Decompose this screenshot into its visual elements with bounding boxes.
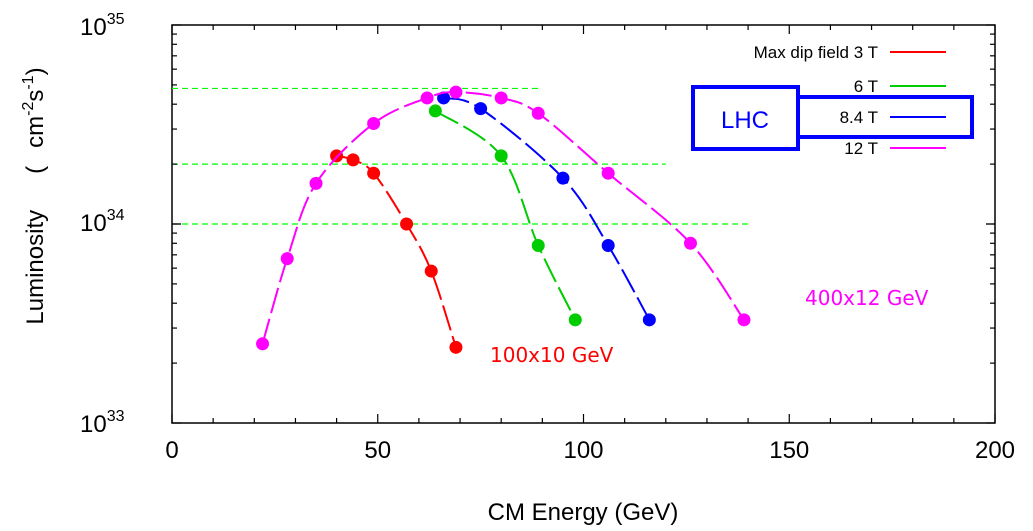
- legend-label-6t: 6 T: [854, 77, 878, 96]
- data-point-series-3: [256, 337, 270, 351]
- data-point-series-3: [494, 91, 508, 105]
- x-ticks: [171, 25, 996, 423]
- data-point-series-3: [367, 116, 381, 130]
- data-point-series-0: [449, 340, 463, 354]
- reference-lines: [172, 87, 749, 225]
- data-point-series-3: [449, 85, 463, 99]
- data-point-series-3: [420, 91, 434, 105]
- y-ticks: [172, 24, 995, 424]
- data-point-series-0: [367, 166, 381, 180]
- data-point-series-1: [494, 149, 508, 163]
- x-tick-label: 50: [364, 437, 391, 464]
- data-point-series-1: [428, 104, 442, 118]
- legend-label-8-4t: 8.4 T: [840, 108, 878, 127]
- series-line-2: [443, 96, 651, 321]
- data-point-series-2: [556, 171, 570, 185]
- annotation-100x10: 100x10 GeV: [490, 343, 614, 367]
- data-point-series-0: [346, 153, 360, 167]
- data-point-series-0: [424, 264, 438, 278]
- data-point-series-3: [280, 252, 294, 266]
- series-line-1: [434, 110, 577, 321]
- data-point-series-3: [309, 176, 323, 190]
- x-axis-title: CM Energy (GeV): [488, 499, 679, 526]
- x-tick-labels: 0 50 100 150 200: [165, 437, 1015, 464]
- data-point-series-2: [474, 102, 488, 116]
- data-point-series-3: [737, 313, 751, 327]
- data-point-series-2: [601, 238, 615, 252]
- legend: Max dip field 3 T 6 T 8.4 T 12 T: [754, 43, 946, 158]
- y-axis-title: Luminosity(cm-2s-1): [20, 67, 49, 324]
- data-point-series-2: [437, 91, 451, 105]
- series-line-3: [261, 91, 745, 345]
- data-point-series-1: [568, 313, 582, 327]
- data-point-series-0: [400, 217, 414, 231]
- y-axis-title-main: Luminosity: [22, 210, 49, 325]
- svg-text:Luminosity(cm-2s-1): Luminosity(cm-2s-1): [20, 67, 49, 324]
- y-tick-label-33: 1033: [80, 408, 125, 438]
- data-point-series-3: [531, 106, 545, 120]
- series-group: [256, 85, 751, 354]
- data-point-series-1: [531, 238, 545, 252]
- legend-label-3t: Max dip field 3 T: [754, 43, 878, 62]
- x-tick-label: 200: [975, 437, 1015, 464]
- y-axis-title-paren-open: (: [22, 166, 49, 174]
- y-tick-label-34: 1034: [80, 207, 125, 237]
- x-tick-label: 100: [563, 437, 603, 464]
- legend-label-12t: 12 T: [844, 139, 878, 158]
- series-line-0: [336, 154, 457, 348]
- y-tick-labels: 1035 1034 1033: [80, 11, 125, 438]
- y-tick-label-35: 1035: [80, 11, 125, 41]
- data-point-series-3: [683, 236, 697, 250]
- data-point-series-3: [601, 166, 615, 180]
- x-tick-label: 0: [165, 437, 178, 464]
- lhc-legend-highlight-box: [796, 95, 974, 139]
- lhc-label: LHC: [721, 107, 769, 134]
- data-point-series-2: [642, 313, 656, 327]
- y-axis-title-paren-close: ): [22, 67, 49, 75]
- x-tick-label: 150: [769, 437, 809, 464]
- annotation-400x12: 400x12 GeV: [805, 286, 929, 310]
